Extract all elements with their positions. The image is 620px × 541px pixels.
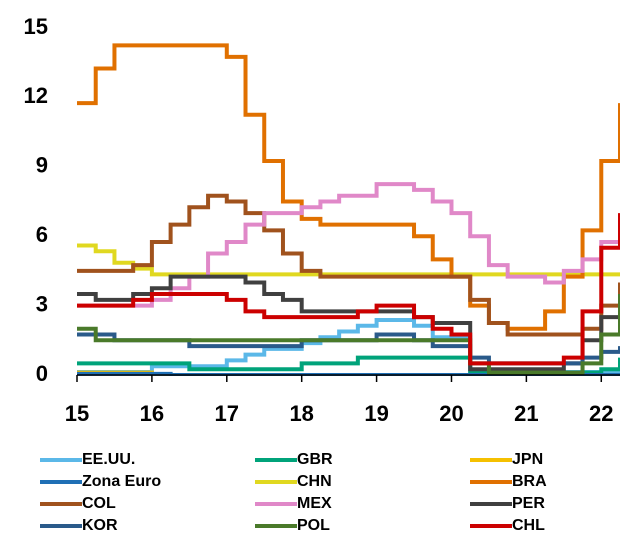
series-line [77,274,620,372]
legend-label: KOR [82,517,118,534]
y-tick-label: 0 [36,361,48,386]
series-line [77,43,620,331]
legend-label: COL [82,495,116,512]
series-line [77,213,620,366]
x-tick-label: 15 [65,401,89,426]
legend-label: CHN [297,473,332,490]
legend-label: CHL [512,517,545,534]
x-tick-label: 22 [589,401,613,426]
series-line [77,294,620,375]
legend-label: MEX [297,495,332,512]
y-tick-label: 6 [36,222,48,247]
legend-label: GBR [297,451,333,468]
x-tick-label: 21 [514,401,538,426]
x-tick-label: 17 [215,401,239,426]
legend-label: JPN [512,451,543,468]
legend-label: Zona Euro [82,473,161,490]
series-line [77,193,620,337]
y-tick-label: 9 [36,153,48,178]
legend-label: PER [512,495,545,512]
x-tick-label: 18 [289,401,313,426]
y-tick-label: 15 [24,14,48,39]
legend-label: POL [297,517,330,534]
y-tick-label: 3 [36,291,48,316]
legend-label: BRA [512,473,547,490]
x-tick-label: 16 [140,401,164,426]
x-tick-label: 20 [439,401,463,426]
legend-label: EE.UU. [82,451,135,468]
x-tick-label: 19 [364,401,388,426]
series-line [77,182,620,308]
y-tick-label: 12 [24,83,48,108]
series-line [77,243,620,277]
plot-area [77,43,620,376]
